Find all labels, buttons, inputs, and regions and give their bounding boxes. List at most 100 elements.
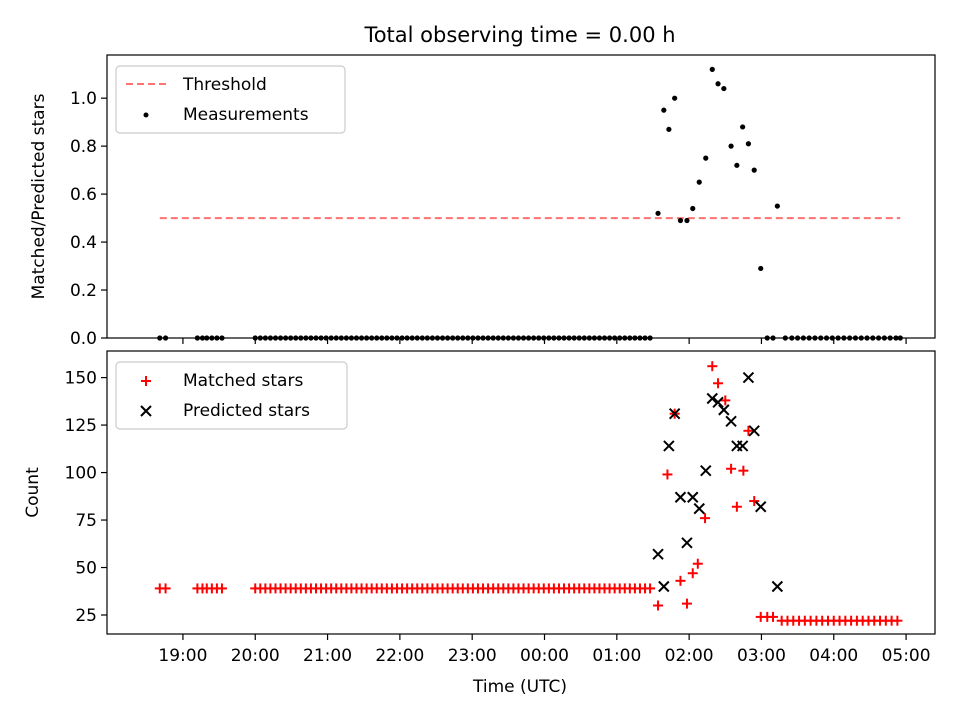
measurement-point [303,335,309,341]
measurement-point [782,335,788,341]
x-tick-label: 02:00 [665,646,714,666]
measurement-point [864,335,870,341]
measurement-point [847,335,853,341]
measurement-point [642,335,648,341]
measurement-point [455,335,461,341]
x-tick-label: 03:00 [737,646,786,666]
matched-star-point [707,361,718,372]
measurements-legend-swatch [143,112,149,118]
measurement-point [751,167,757,173]
top-legend: Threshold Measurements [115,65,346,134]
measurement-point [795,335,801,341]
measurements-legend-label: Measurements [183,105,309,125]
measurement-point [199,335,206,341]
measurement-point [204,335,210,341]
measurement-point [789,335,795,341]
measurement-point [586,335,592,341]
measurement-point [358,335,365,341]
measurement-point [520,335,527,341]
measurement-points [157,66,903,341]
y-tick-label: 0.4 [70,233,97,253]
measurement-point [475,335,481,341]
predicted-star-point [712,396,724,408]
predicted-star-point [674,491,687,503]
measurement-point [525,335,532,341]
measurement-point [470,335,476,341]
measurement-point [480,335,486,341]
predicted-stars-points [652,371,784,593]
y-tick-label: 0.8 [70,137,97,157]
matched-star-point [768,611,779,622]
x-tick-label: 21:00 [303,646,352,666]
matched-legend-swatch [141,376,151,386]
x-tick-label: 00:00 [520,646,569,666]
matched-star-point [713,378,724,389]
measurement-point [612,335,618,341]
matched-star-point [645,583,656,594]
measurement-point [728,143,734,149]
measurement-point [897,335,903,341]
predicted-star-point [718,404,730,416]
measurement-point [632,335,638,341]
top-panel: 0.0 0.2 0.4 0.6 0.8 1.0 Matched/Predicted sta… [29,54,936,349]
measurement-point [419,335,425,341]
x-tick-label: 05:00 [882,646,931,666]
measurement-point [770,335,776,341]
measurement-point [576,335,582,341]
measurement-point [841,335,847,341]
matched-star-point [653,600,664,611]
matched-star-point [738,465,749,476]
bottom-panel: 25 50 75 100 125 150 19:00 20:00 21:00 22:00 23:0… [23,350,936,697]
measurement-point [566,335,572,341]
measurement-point [505,335,511,341]
measurement-point [740,124,746,130]
y-tick-label: 125 [65,416,97,436]
measurement-point [622,335,628,341]
measurement-point [627,335,633,341]
measurement-point [561,335,567,341]
measurement-point [214,335,220,341]
predicted-star-point [755,501,767,513]
measurement-point [293,335,299,341]
bottom-legend-box [115,361,348,430]
y-tick-label: 25 [75,606,97,626]
measurement-point [379,335,385,341]
measurement-point [764,335,770,341]
measurement-point [536,335,542,341]
matched-star-point [743,425,754,436]
y-tick-label: 50 [75,559,97,579]
measurement-point [157,335,163,341]
measurement-point [343,335,349,341]
measurement-point [677,217,684,224]
measurement-point [267,335,274,341]
measurement-point [353,335,360,341]
measurement-point [684,217,690,224]
y-tick-label: 150 [65,369,97,389]
measurement-point [194,335,200,341]
measurement-point [510,335,517,341]
measurement-point [500,335,506,341]
predicted-star-point [681,537,693,549]
x-tick-label: 22:00 [375,646,424,666]
measurement-point [800,335,806,341]
measurement-point [881,335,887,341]
measurement-point [666,126,672,132]
matched-legend-label: Matched stars [183,371,303,391]
measurement-point [399,335,405,341]
x-tick-label: 01:00 [592,646,641,666]
predicted-star-point [658,580,670,593]
measurement-point [715,81,721,87]
measurement-point [745,141,752,147]
measurement-point [394,335,400,341]
matched-star-point [675,575,686,586]
matched-star-point [692,558,703,569]
x-tick-label: 19:00 [158,646,207,666]
measurement-point [758,265,764,272]
measurement-point [661,107,667,113]
measurement-point [348,335,355,341]
measurement-point [323,335,329,341]
measurement-point [531,335,537,341]
measurement-point [515,335,522,341]
measurement-point [858,335,864,341]
top-legend-box [115,65,346,134]
